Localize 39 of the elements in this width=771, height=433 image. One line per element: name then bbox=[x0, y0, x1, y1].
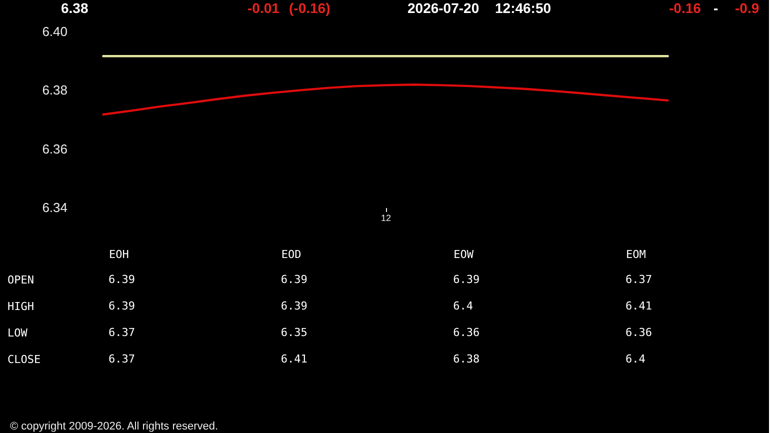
data-label: 6.4 bbox=[453, 299, 474, 312]
text: 2026-07-20 bbox=[408, 0, 480, 16]
x-tick-label: EOW bbox=[454, 248, 474, 261]
data-label: 6.37 bbox=[108, 326, 135, 339]
y-tick-label: 6.34 bbox=[42, 200, 68, 215]
data-label: 6.37 bbox=[626, 272, 652, 286]
data-label: 6.39 bbox=[280, 272, 308, 286]
text: (-0.16) bbox=[289, 0, 330, 16]
y-tick-label: CLOSE bbox=[8, 352, 41, 366]
text: 12:46:50 bbox=[495, 0, 552, 16]
x-tick-label: 12 bbox=[380, 213, 392, 223]
data-label: 6.39 bbox=[108, 299, 135, 312]
text: - bbox=[714, 0, 718, 16]
data-label: 6.41 bbox=[280, 352, 308, 366]
x-tick-label: EOD bbox=[281, 248, 302, 261]
text: -0.9 bbox=[735, 0, 760, 16]
data-label: 6.41 bbox=[626, 299, 652, 312]
data-label: 6.39 bbox=[453, 272, 480, 286]
text: 6.38 bbox=[61, 0, 88, 16]
line-series bbox=[102, 83, 669, 116]
data-label: 6.36 bbox=[453, 326, 480, 339]
text: -0.16 bbox=[669, 0, 702, 16]
y-tick-label: 6.38 bbox=[42, 82, 68, 98]
y-tick-label: OPEN bbox=[8, 273, 34, 286]
y-tick-label: HIGH bbox=[8, 300, 34, 313]
data-label: 6.39 bbox=[280, 299, 308, 312]
text: © copyright 2009-2026. All rights reserved. bbox=[10, 420, 218, 432]
data-label: 6.37 bbox=[108, 352, 135, 366]
x-tick-label: EOM bbox=[626, 248, 646, 261]
data-label: 6.4 bbox=[626, 352, 646, 366]
x-tick-label: EOH bbox=[109, 248, 129, 261]
data-label: 6.39 bbox=[108, 272, 135, 286]
data-label: 6.35 bbox=[280, 326, 308, 339]
data-label: 6.38 bbox=[453, 352, 480, 366]
data-label: 6.36 bbox=[626, 326, 652, 339]
y-tick-label: LOW bbox=[8, 326, 28, 340]
text: -0.01 bbox=[248, 0, 280, 16]
y-tick-label: 6.36 bbox=[42, 141, 68, 156]
y-tick-label: 6.40 bbox=[42, 24, 68, 39]
